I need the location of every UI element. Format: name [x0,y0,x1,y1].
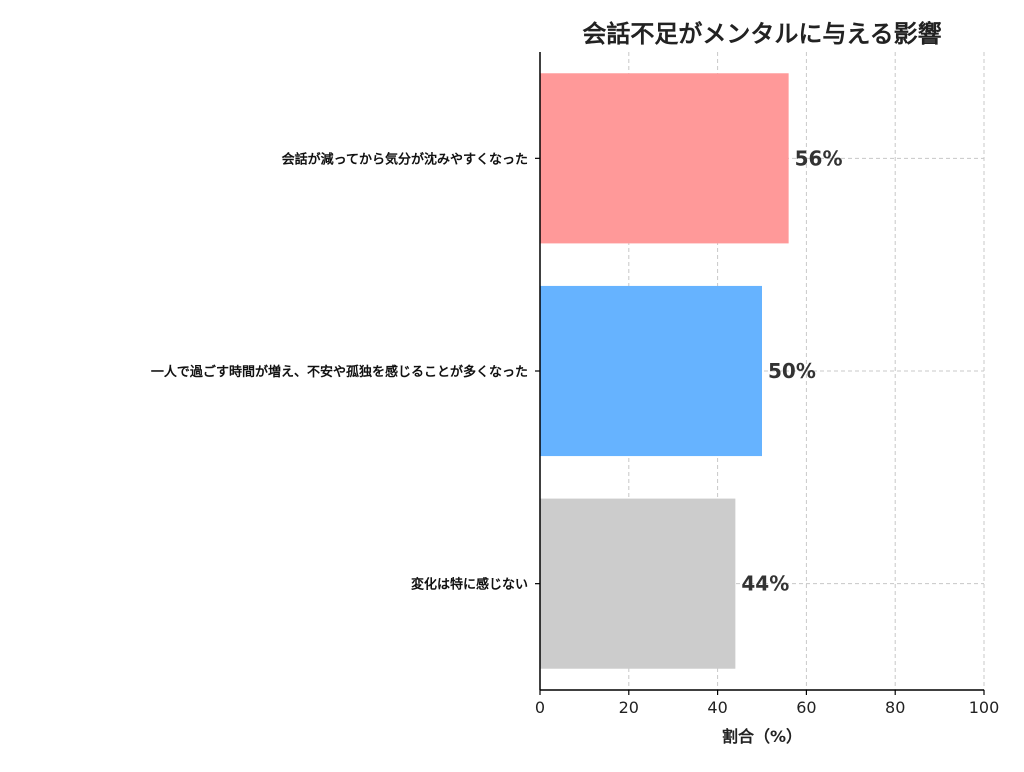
axes [535,52,985,695]
chart-title: 会話不足がメンタルに与える影響 [582,20,941,48]
x-tick-label: 100 [969,698,1000,717]
bar [540,73,789,244]
bar-value-label: 50% [768,359,816,383]
category-label: 一人で過ごす時間が増え、不安や孤独を感じることが多くなった [151,364,528,380]
x-tick-label: 40 [707,698,727,717]
x-tick-label: 20 [619,698,639,717]
bars [540,73,789,669]
x-tick-label: 60 [796,698,816,717]
x-axis-title: 割合（%） [722,727,802,746]
x-tick-label: 80 [885,698,905,717]
category-label: 会話が減ってから気分が沈みやすくなった [282,151,528,167]
x-tick-label: 0 [535,698,545,717]
bar [540,285,762,457]
category-label: 変化は特に感じない [411,577,528,593]
bar-value-label: 44% [741,572,789,596]
bar [540,498,736,669]
bar-value-label: 56% [795,146,843,170]
labels: 44% 変化は特に感じない 50% 一人で過ごす時間が増え、不安や孤独を感じることが多… [151,146,999,717]
